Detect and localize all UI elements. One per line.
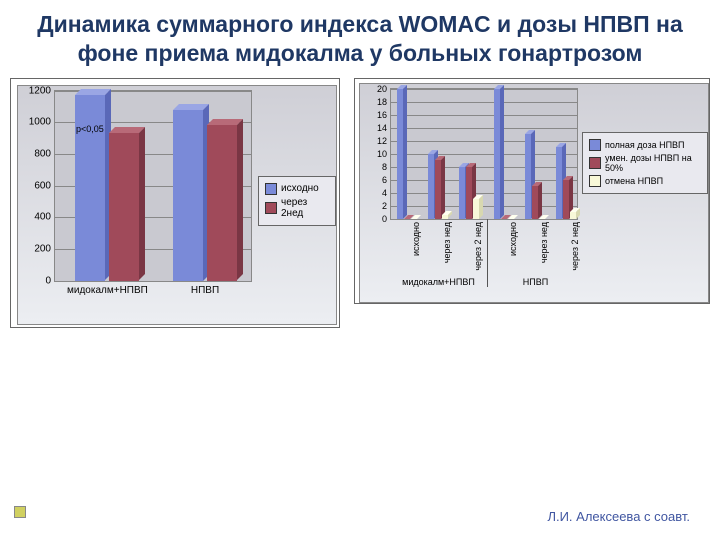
bar [207, 125, 237, 280]
nsaid-dose-chart: 0 2 4 6 8 10 12 14 16 18 20 исходно через нед через 2… [354, 78, 710, 304]
bar [397, 89, 403, 219]
bar [525, 134, 531, 219]
y-tick: 800 [34, 148, 55, 159]
slide-title: Динамика суммарного индекса WOMAC и дозы… [0, 0, 720, 68]
x-category: НПВП [165, 281, 245, 296]
legend-item: через 2нед [265, 197, 329, 219]
p-value-note: p<0,05 [76, 124, 104, 134]
legend-item: полная доза НПВП [589, 139, 701, 151]
legend-item: исходно [265, 183, 329, 195]
y-tick: 6 [382, 175, 391, 185]
bullet-icon [14, 506, 26, 518]
y-tick: 20 [377, 84, 391, 94]
y-tick: 1200 [29, 85, 55, 96]
y-tick: 8 [382, 162, 391, 172]
y-tick: 12 [377, 136, 391, 146]
y-tick: 4 [382, 188, 391, 198]
y-tick: 14 [377, 123, 391, 133]
x-group: НПВП [490, 277, 581, 287]
x-subcategory: через 2 нед [570, 219, 580, 271]
bar [442, 215, 448, 218]
x-subcategory: исходно [508, 219, 518, 256]
bar [563, 180, 569, 219]
x-subcategory: через 2 нед [473, 219, 483, 271]
y-tick: 200 [34, 243, 55, 254]
bar [532, 186, 538, 219]
x-group: мидокалм+НПВП [393, 277, 484, 287]
x-category: мидокалм+НПВП [67, 281, 147, 296]
citation: Л.И. Алексеева с соавт. [547, 509, 690, 524]
y-tick: 400 [34, 212, 55, 223]
bar [494, 89, 500, 219]
y-tick: 16 [377, 110, 391, 120]
y-tick: 1000 [29, 117, 55, 128]
bar [459, 167, 465, 219]
bar [173, 110, 203, 281]
x-subcategory: через нед [442, 219, 452, 263]
y-tick: 2 [382, 201, 391, 211]
legend-item: отмена НПВП [589, 175, 701, 187]
bar [466, 167, 472, 219]
womac-chart-legend: исходно через 2нед [258, 176, 336, 226]
y-tick: 0 [382, 214, 391, 224]
x-subcategory: через нед [539, 219, 549, 263]
bar [473, 199, 479, 219]
bar [556, 147, 562, 219]
y-tick: 18 [377, 97, 391, 107]
y-tick: 0 [45, 275, 55, 286]
legend-item: умен. дозы НПВП на 50% [589, 153, 701, 173]
bar [109, 133, 139, 280]
bar [428, 154, 434, 219]
nsaid-chart-legend: полная доза НПВП умен. дозы НПВП на 50% от… [582, 132, 708, 194]
y-tick: 600 [34, 180, 55, 191]
bar [435, 160, 441, 219]
x-subcategory: исходно [411, 219, 421, 256]
y-tick: 10 [377, 149, 391, 159]
womac-chart: 0 200 400 600 800 1000 1200 мидокалм+НПВП НПВП и… [10, 78, 340, 328]
bar [570, 212, 576, 219]
